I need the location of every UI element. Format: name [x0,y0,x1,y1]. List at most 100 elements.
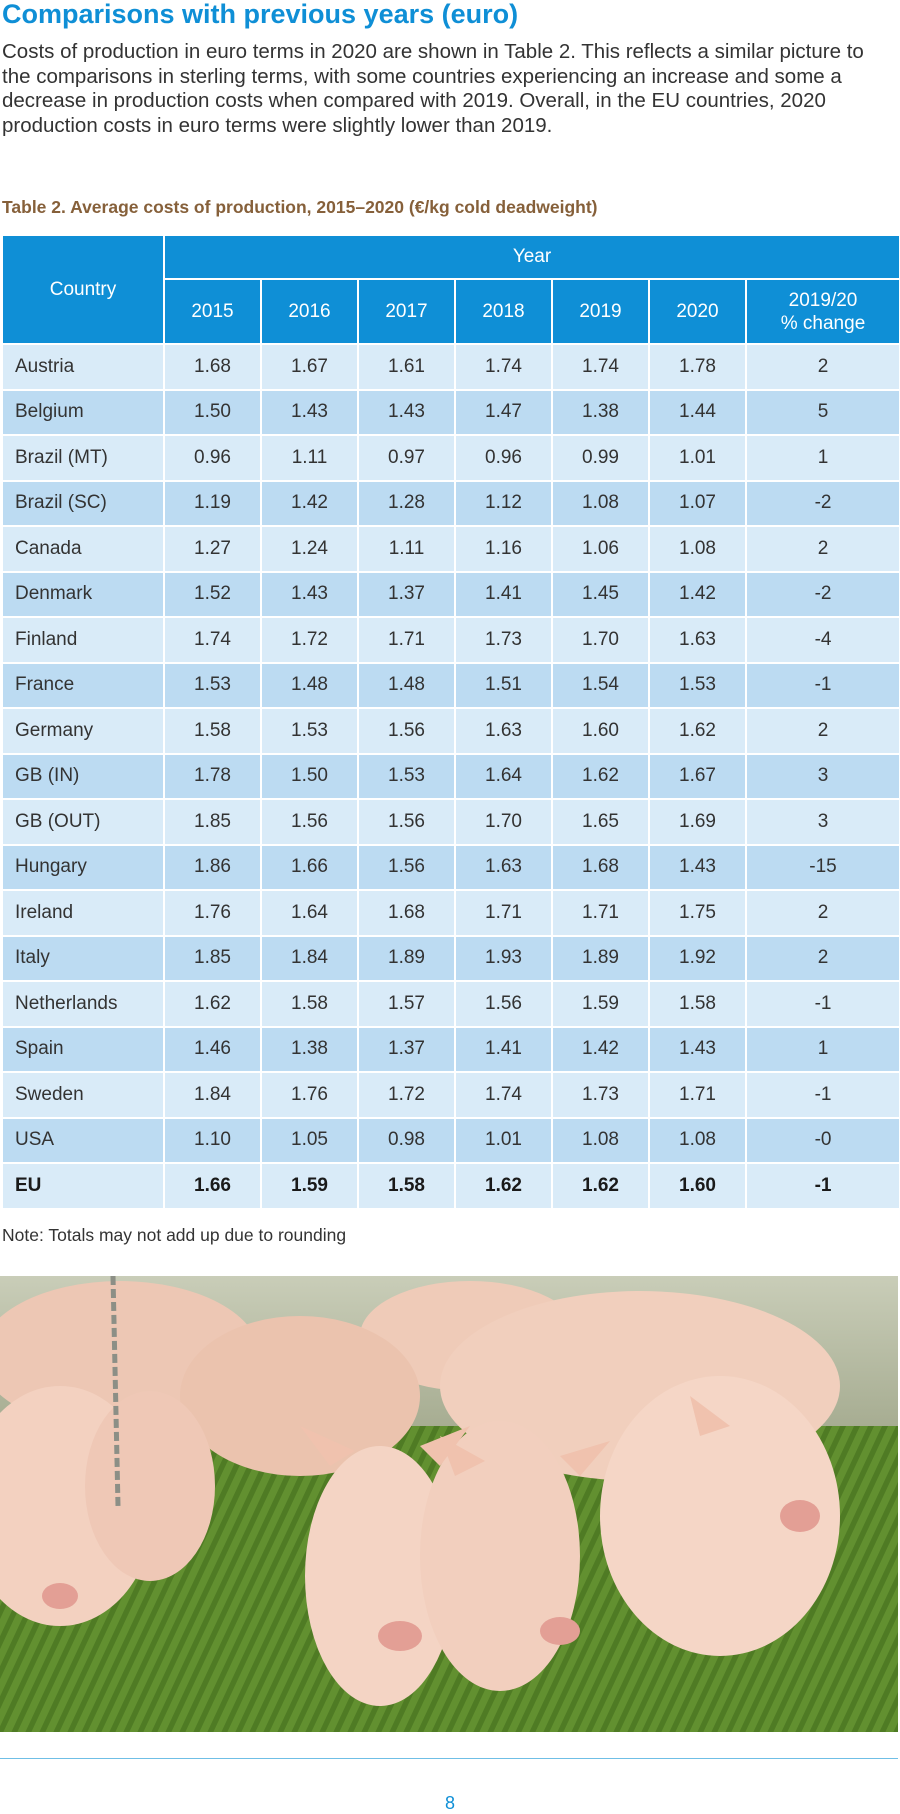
value-cell: 1.08 [551,479,650,527]
value-cell: 1.08 [648,525,747,573]
table-row: GB (IN) 1.78 1.50 1.53 1.64 1.62 1.67 3 [1,752,900,800]
value-cell: 1.62 [648,707,747,755]
table-row: Denmark 1.52 1.43 1.37 1.41 1.45 1.42 -2 [1,570,900,618]
pigs-photo [0,1276,898,1732]
value-cell: 1.76 [260,1071,359,1119]
value-cell: 1.44 [648,388,747,436]
value-cell: 1.01 [454,1116,553,1164]
value-cell: 1.66 [260,843,359,891]
table-row: Netherlands 1.62 1.58 1.57 1.56 1.59 1.58 -1 [1,980,900,1028]
change-cell: -1 [744,980,900,1028]
value-cell: 1.16 [454,525,553,573]
change-cell: 5 [744,388,900,436]
value-cell: 1.24 [260,525,359,573]
value-cell: 1.70 [551,616,650,664]
value-cell: 0.97 [357,434,456,482]
value-cell: 1.71 [551,889,650,937]
country-cell: GB (IN) [1,752,165,800]
table-row: Belgium 1.50 1.43 1.43 1.47 1.38 1.44 5 [1,388,900,436]
change-header-line2: % change [780,312,866,334]
value-cell: 1.63 [648,616,747,664]
table-row: Canada 1.27 1.24 1.11 1.16 1.06 1.08 2 [1,525,900,573]
value-cell: 1.73 [551,1071,650,1119]
country-cell: Ireland [1,889,165,937]
country-cell: Spain [1,1025,165,1073]
country-cell: Finland [1,616,165,664]
table-row: Spain 1.46 1.38 1.37 1.41 1.42 1.43 1 [1,1025,900,1073]
value-cell: 1.67 [260,343,359,391]
change-cell: -15 [744,843,900,891]
value-cell: 1.47 [454,388,553,436]
table-row: France 1.53 1.48 1.48 1.51 1.54 1.53 -1 [1,661,900,709]
value-cell: 1.41 [454,1025,553,1073]
value-cell: 1.50 [163,388,262,436]
table-row: Finland 1.74 1.72 1.71 1.73 1.70 1.63 -4 [1,616,900,664]
table-total-row: EU 1.66 1.59 1.58 1.62 1.62 1.60 -1 [1,1162,900,1210]
table-note: Note: Totals may not add up due to round… [2,1225,347,1245]
change-cell: 2 [744,889,900,937]
value-cell: 1.56 [357,707,456,755]
value-cell: 1.72 [260,616,359,664]
value-cell: 1.05 [260,1116,359,1164]
change-cell: 3 [744,798,900,846]
value-cell: 1.84 [260,934,359,982]
table-row: Austria 1.68 1.67 1.61 1.74 1.74 1.78 2 [1,343,900,391]
value-cell: 1.52 [163,570,262,618]
value-cell: 1.38 [260,1025,359,1073]
value-cell: 1.19 [163,479,262,527]
value-cell: 1.58 [260,980,359,1028]
value-cell: 1.59 [551,980,650,1028]
value-cell: 1.12 [454,479,553,527]
value-cell: 1.61 [357,343,456,391]
value-cell: 0.96 [163,434,262,482]
country-cell: Belgium [1,388,165,436]
value-cell: 1.76 [163,889,262,937]
value-cell: 1.58 [648,980,747,1028]
page-heading: Comparisons with previous years (euro) [2,0,519,29]
change-column-header: 2019/20% change [744,278,900,345]
value-cell: 1.06 [551,525,650,573]
value-cell: 1.42 [551,1025,650,1073]
value-cell: 1.07 [648,479,747,527]
value-cell: 1.69 [648,798,747,846]
value-cell: 1.08 [648,1116,747,1164]
value-cell: 1.84 [163,1071,262,1119]
value-cell: 1.68 [357,889,456,937]
value-cell: 1.67 [648,752,747,800]
value-cell: 1.85 [163,934,262,982]
value-cell: 1.63 [454,843,553,891]
value-cell: 1.66 [163,1162,262,1210]
country-cell: Austria [1,343,165,391]
value-cell: 1.45 [551,570,650,618]
table-row: Brazil (MT) 0.96 1.11 0.97 0.96 0.99 1.01 1 [1,434,900,482]
value-cell: 1.54 [551,661,650,709]
footer-rule [0,1758,898,1759]
value-cell: 1.27 [163,525,262,573]
value-cell: 1.56 [260,798,359,846]
value-cell: 1.43 [260,388,359,436]
change-cell: 2 [744,343,900,391]
value-cell: 0.96 [454,434,553,482]
value-cell: 1.62 [454,1162,553,1210]
table-caption: Table 2. Average costs of production, 20… [2,197,598,217]
value-cell: 1.53 [648,661,747,709]
country-cell: USA [1,1116,165,1164]
value-cell: 1.65 [551,798,650,846]
value-cell: 1.72 [357,1071,456,1119]
value-cell: 1.51 [454,661,553,709]
year-column-header: 2018 [454,278,553,345]
value-cell: 1.53 [357,752,456,800]
value-cell: 1.43 [357,388,456,436]
country-cell: EU [1,1162,165,1210]
table-row: Ireland 1.76 1.64 1.68 1.71 1.71 1.75 2 [1,889,900,937]
value-cell: 1.38 [551,388,650,436]
value-cell: 1.28 [357,479,456,527]
value-cell: 1.01 [648,434,747,482]
value-cell: 1.41 [454,570,553,618]
table-row: Brazil (SC) 1.19 1.42 1.28 1.12 1.08 1.07 -2 [1,479,900,527]
country-cell: Netherlands [1,980,165,1028]
value-cell: 1.74 [163,616,262,664]
value-cell: 1.78 [163,752,262,800]
value-cell: 1.74 [454,1071,553,1119]
value-cell: 1.43 [260,570,359,618]
